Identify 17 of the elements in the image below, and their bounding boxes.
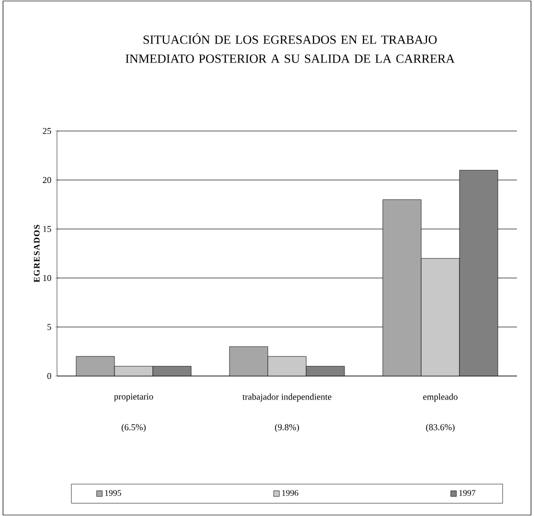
y-axis-title: EGRESADOS <box>34 224 40 282</box>
legend-label: 1996 <box>282 490 298 496</box>
y-tick-label: 5 <box>47 324 52 330</box>
y-tick-label: 0 <box>47 372 52 380</box>
x-tick-label: propietario <box>114 394 154 402</box>
text: (9.8%) <box>275 424 299 432</box>
y-tick-label: 25 <box>42 128 52 134</box>
y-tick-label: 10 <box>43 274 52 282</box>
x-tick-label: trabajador independiente <box>242 394 332 402</box>
legend-label: 1997 <box>459 490 476 496</box>
chart-title: SITUACIÓN DE LOS EGRESADOS EN EL TRABAJO INMEDIATO POSTERIOR A SU SALIDA DE LA CARRERA <box>126 33 455 63</box>
x-tick-label: empleado <box>423 394 458 402</box>
y-tick-label: 15 <box>43 226 52 232</box>
text: (6.5%) <box>122 424 146 432</box>
text: (83.6%) <box>426 424 455 432</box>
y-tick-label: 20 <box>42 176 52 184</box>
legend-label: 1995 <box>105 490 122 496</box>
